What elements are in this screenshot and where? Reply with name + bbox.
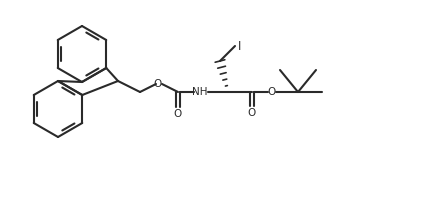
Text: I: I (238, 40, 242, 52)
Text: NH: NH (192, 87, 208, 97)
Text: O: O (154, 79, 162, 89)
Text: O: O (248, 108, 256, 118)
Text: O: O (174, 109, 182, 119)
Text: O: O (268, 87, 276, 97)
